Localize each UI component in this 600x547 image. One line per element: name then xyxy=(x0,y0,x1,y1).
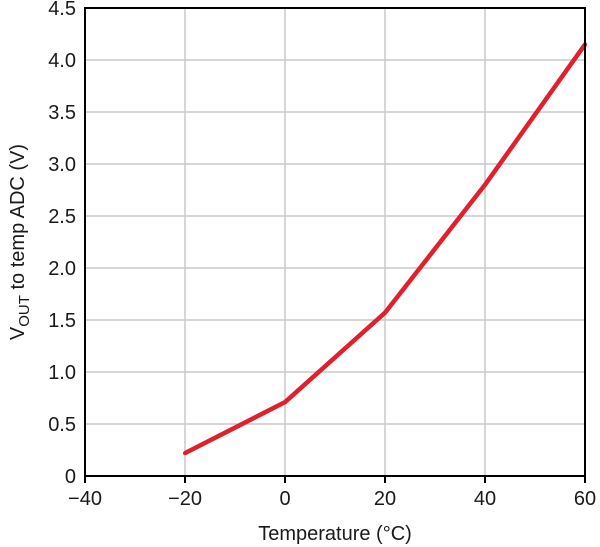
y-tick-label: 0 xyxy=(65,466,76,488)
x-tick-label: −40 xyxy=(68,488,102,510)
y-tick-label: 1.5 xyxy=(48,310,76,332)
data-point xyxy=(383,310,387,315)
y-axis-title-subscript: OUT xyxy=(16,295,33,327)
x-axis: −40 −20 0 20 40 60 xyxy=(68,476,596,510)
y-tick-label: 3.5 xyxy=(48,102,76,124)
data-point xyxy=(183,451,187,456)
y-tick-label: 4.0 xyxy=(48,50,76,72)
y-tick-label: 2.5 xyxy=(48,206,76,228)
y-axis: 0 0.5 1.0 1.5 2.0 2.5 3.0 3.5 4.0 4.5 xyxy=(48,0,76,488)
y-axis-title-suffix: to temp ADC (V) xyxy=(7,144,29,295)
grid xyxy=(85,8,585,476)
y-tick-label: 3.0 xyxy=(48,154,76,176)
y-axis-title: VOUT to temp ADC (V) xyxy=(7,144,33,340)
x-tick-label: −20 xyxy=(168,488,202,510)
plot-frame xyxy=(84,7,586,477)
y-axis-title-prefix: V xyxy=(7,326,29,340)
y-tick-label: 1.0 xyxy=(48,362,76,384)
data-point xyxy=(483,182,487,187)
x-axis-title: Temperature (°C) xyxy=(258,523,412,545)
y-tick-label: 4.5 xyxy=(48,0,76,20)
x-tick-label: 40 xyxy=(474,488,496,510)
x-tick-label: 60 xyxy=(574,488,596,510)
x-tick-label: 20 xyxy=(374,488,396,510)
y-tick-label: 0.5 xyxy=(48,414,76,436)
y-tick-label: 2.0 xyxy=(48,258,76,280)
data-point xyxy=(283,400,287,405)
x-tick-label: 0 xyxy=(279,488,290,510)
